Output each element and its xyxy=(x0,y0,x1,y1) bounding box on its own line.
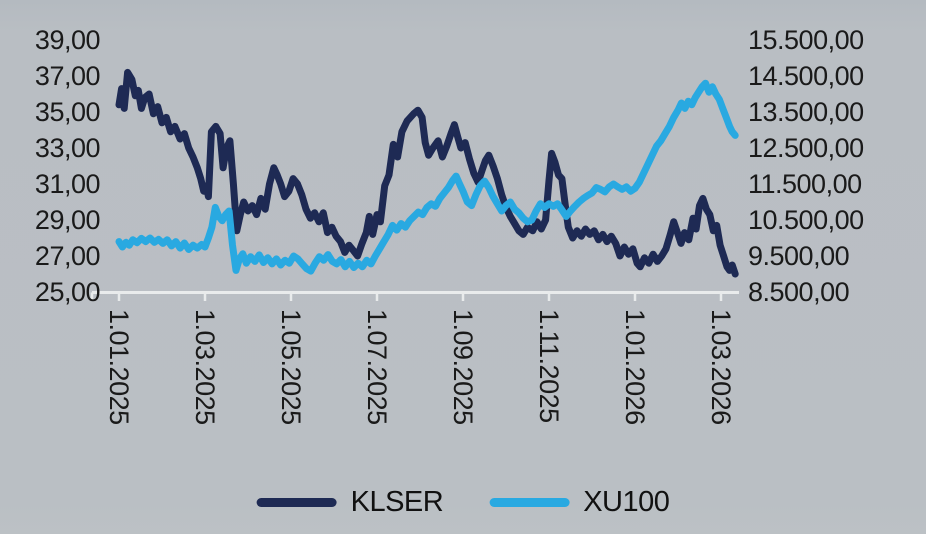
legend-label-xu100: XU100 xyxy=(583,486,670,518)
x-axis-label: 1.05.2025 xyxy=(276,309,306,425)
legend-swatch-xu100 xyxy=(489,498,570,507)
legend-label-klser: KLSER xyxy=(350,486,444,518)
x-axis-label: 1.03.2026 xyxy=(706,309,736,425)
x-axis-label: 1.07.2025 xyxy=(362,309,392,425)
left-axis-label: 35,00 xyxy=(34,97,101,127)
klser-line xyxy=(115,68,739,278)
legend: KLSER XU100 xyxy=(256,486,670,519)
right-axis-label: 11.500,00 xyxy=(748,169,862,199)
left-axis-label: 37,00 xyxy=(34,61,101,91)
right-axis-label: 14.500,00 xyxy=(748,61,864,91)
left-axis-label: 27,00 xyxy=(34,241,101,271)
right-axis-label: 10.500,00 xyxy=(748,205,864,235)
left-axis-label: 25,00 xyxy=(34,277,101,307)
x-axis-label: 1.03.2025 xyxy=(190,309,220,425)
left-axis-label: 33,00 xyxy=(34,133,101,163)
left-axis-label: 39,00 xyxy=(34,25,101,55)
left-axis-label: 31,00 xyxy=(34,169,101,199)
left-axis-label: 29,00 xyxy=(34,205,101,235)
x-axis-label: 1.11.2025 xyxy=(534,309,564,423)
right-axis-label: 8.500,00 xyxy=(748,277,850,307)
x-axis-label: 1.09.2025 xyxy=(448,309,478,425)
right-axis-label: 12.500,00 xyxy=(748,133,864,163)
xu100-line xyxy=(115,79,739,275)
x-axis-ticks xyxy=(90,292,723,301)
legend-swatch-klser xyxy=(256,498,337,507)
x-axis-label: 1.01.2025 xyxy=(104,309,134,425)
right-axis-label: 15.500,00 xyxy=(748,25,864,55)
x-axis-label: 1.01.2026 xyxy=(620,309,650,425)
right-axis-label: 13.500,00 xyxy=(748,97,864,127)
right-axis-label: 9.500,00 xyxy=(748,241,850,271)
